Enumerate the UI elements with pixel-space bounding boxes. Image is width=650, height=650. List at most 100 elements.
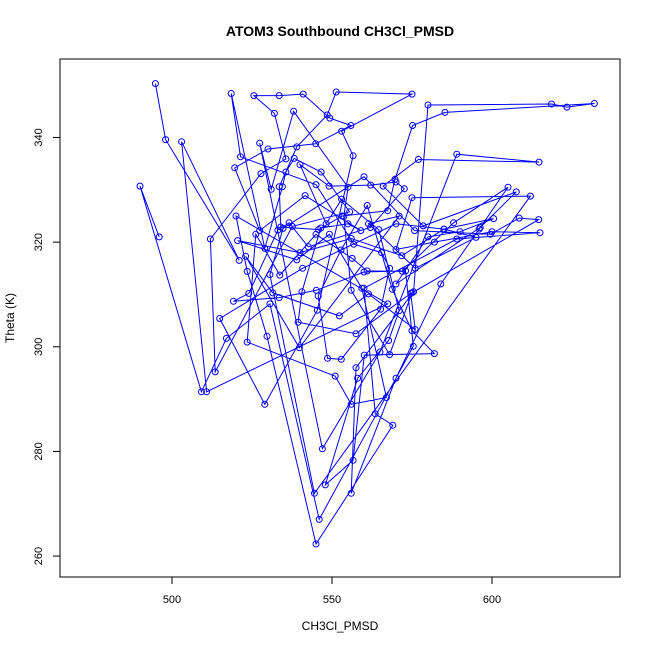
data-point [414, 156, 422, 163]
data-point [293, 256, 301, 264]
data-point [317, 224, 325, 232]
data-point [301, 192, 309, 200]
data-point [318, 445, 326, 453]
data-point [360, 351, 368, 359]
data-point [264, 145, 272, 153]
data-point [371, 410, 379, 418]
data-point [365, 220, 372, 228]
data-point [178, 138, 186, 146]
data-point [266, 271, 274, 279]
data-point [216, 315, 224, 322]
data-point [526, 192, 534, 200]
data-point [337, 246, 345, 254]
data-point [313, 306, 321, 314]
data-point [367, 181, 375, 189]
data-point [590, 100, 598, 107]
data-point [245, 289, 253, 297]
data-point [348, 254, 356, 262]
data-point [294, 318, 302, 326]
data-point [346, 208, 354, 216]
data-point [563, 103, 571, 111]
data-point [357, 227, 365, 235]
data-point [376, 348, 384, 356]
data-point [408, 194, 416, 202]
data-point [472, 233, 480, 241]
data-point [347, 489, 355, 497]
data-point [276, 271, 284, 279]
data-point [409, 342, 417, 350]
data-point [453, 235, 461, 243]
data-point [197, 388, 205, 396]
data-point [317, 168, 325, 176]
data-point [335, 312, 343, 320]
data-point [155, 233, 163, 241]
data-point [338, 212, 346, 220]
data-point [512, 188, 520, 196]
x-tick-label: 600 [483, 594, 501, 606]
data-point [282, 168, 290, 176]
data-point [290, 107, 298, 115]
data-point [338, 195, 346, 203]
data-point [360, 173, 368, 181]
data-point [385, 337, 393, 344]
data-point [296, 249, 304, 257]
data-point [386, 264, 394, 272]
data-point [536, 229, 544, 237]
data-point [326, 114, 334, 122]
data-point [440, 225, 448, 233]
data-point [266, 300, 274, 308]
data-point [256, 139, 264, 147]
data-point [312, 230, 320, 238]
data-point [392, 280, 400, 288]
x-axis-label: CH3Cl_PMSD [302, 619, 379, 633]
data-point [285, 219, 293, 227]
data-point [408, 90, 416, 98]
data-point [234, 237, 242, 245]
data-point [312, 540, 320, 548]
data-point [384, 300, 392, 308]
data-point [548, 100, 555, 108]
data-point [441, 108, 449, 116]
data-point [409, 122, 417, 129]
data-point [332, 88, 340, 96]
data-point [392, 374, 400, 382]
data-point [310, 489, 318, 497]
y-axis-label: Theta (K) [3, 293, 17, 343]
data-point [400, 185, 408, 193]
data-point [379, 182, 387, 190]
data-point [365, 290, 372, 298]
data-point [252, 230, 260, 238]
data-point [267, 185, 275, 193]
data-point [324, 354, 331, 362]
data-point [295, 344, 303, 352]
data-point [515, 214, 523, 222]
data-point [386, 351, 394, 359]
data-point [347, 400, 355, 408]
data-point [392, 246, 400, 253]
data-point [475, 225, 483, 233]
data-point [293, 143, 301, 151]
data-point [325, 182, 333, 190]
data-point [349, 456, 357, 464]
data-point [363, 202, 371, 209]
x-axis: 500 550 600 [163, 577, 501, 606]
data-point [275, 294, 283, 302]
data-point [419, 222, 427, 230]
data-point [437, 280, 445, 288]
data-point [237, 153, 244, 161]
y-axis: 260 280 300 320 340 [33, 128, 60, 565]
data-point [269, 289, 277, 297]
data-point [151, 80, 159, 88]
x-tick-label: 500 [163, 594, 181, 606]
data-point [360, 268, 368, 276]
data-point [243, 267, 251, 275]
data-point [347, 286, 355, 294]
data-point [350, 240, 358, 248]
data-point [304, 243, 312, 251]
data-point [392, 220, 400, 228]
data-point [344, 183, 352, 191]
data-point [395, 212, 403, 220]
data-point [424, 101, 432, 109]
data-point [298, 288, 306, 296]
